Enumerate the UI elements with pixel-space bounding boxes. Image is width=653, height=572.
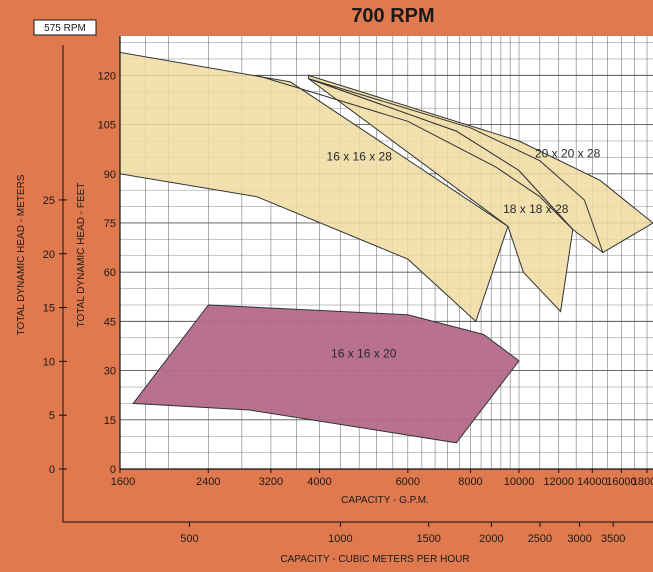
region-20-20-28 <box>307 74 653 254</box>
y-tick-label: 45 <box>104 316 116 328</box>
y-tick-label: 15 <box>104 415 116 427</box>
rpm-badge: 575 RPM <box>33 19 97 36</box>
x-tick-label: 12000 <box>543 476 574 488</box>
y-axis-label: TOTAL DYNAMIC HEAD - FEET <box>76 183 87 328</box>
rpm-badge-label: 575 RPM <box>44 23 86 34</box>
x2-tick-label: 1000 <box>328 533 352 545</box>
x2-axis-label: CAPACITY - CUBIC METERS PER HOUR <box>280 554 469 565</box>
x-tick-label: 3200 <box>259 476 283 488</box>
y-tick-label: 105 <box>98 120 116 132</box>
x-tick-label: 14000 <box>577 476 608 488</box>
y2-tick-label: 10 <box>43 356 55 368</box>
y-tick-label: 30 <box>104 366 116 378</box>
x-tick-label: 1600 <box>111 476 135 488</box>
region-label: 18 x 18 x 28 <box>503 202 569 216</box>
axes <box>62 36 653 523</box>
x2-tick-label: 2000 <box>479 533 503 545</box>
x2-tick-label: 1500 <box>416 533 440 545</box>
x-tick-label: 16000 <box>606 476 637 488</box>
y-tick-label: 0 <box>110 464 116 476</box>
y2-tick-label: 20 <box>43 249 55 261</box>
x-tick-label: 18000 <box>632 476 653 488</box>
y2-axis-label: TOTAL DYNAMIC HEAD - METERS <box>16 174 27 335</box>
impeller-curve <box>308 78 604 253</box>
region-label: 20 x 20 x 28 <box>535 146 601 160</box>
y2-tick-label: 5 <box>49 410 55 422</box>
tick-labels: 1600 2400 3200 4000 6000 8000 10000 12000 140001… <box>43 70 653 545</box>
region-label: 16 x 16 x 28 <box>327 150 393 164</box>
x-tick-label: 4000 <box>307 476 331 488</box>
x2-tick-label: 3000 <box>567 533 591 545</box>
x2-tick-label: 3500 <box>601 533 625 545</box>
y2-tick-label: 15 <box>43 303 55 315</box>
x-tick-label: 8000 <box>458 476 482 488</box>
y-tick-label: 120 <box>98 70 116 82</box>
impeller-curve <box>256 74 574 230</box>
region-16-16-28 <box>119 51 509 323</box>
chart-title: 700 RPM <box>351 5 434 27</box>
y-tick-label: 75 <box>104 218 116 230</box>
impeller-curves <box>256 74 604 253</box>
region-16-16-20 <box>132 304 520 444</box>
y-tick-label: 60 <box>104 267 116 279</box>
region-label: 16 x 16 x 20 <box>331 346 397 360</box>
region-labels: 16 x 16 x 28 20 x 20 x 28 18 x 18 x 28 16 x… <box>327 146 601 360</box>
x2-tick-label: 2500 <box>528 533 552 545</box>
x2-tick-label: 500 <box>180 533 198 545</box>
y2-tick-label: 25 <box>43 195 55 207</box>
y2-tick-label: 0 <box>49 464 55 476</box>
x-tick-label: 2400 <box>196 476 220 488</box>
y-tick-label: 90 <box>104 169 116 181</box>
x-tick-label: 10000 <box>504 476 535 488</box>
x-axis-label: CAPACITY - G.P.M. <box>341 495 429 506</box>
performance-regions <box>119 51 653 444</box>
x-tick-label: 6000 <box>396 476 420 488</box>
